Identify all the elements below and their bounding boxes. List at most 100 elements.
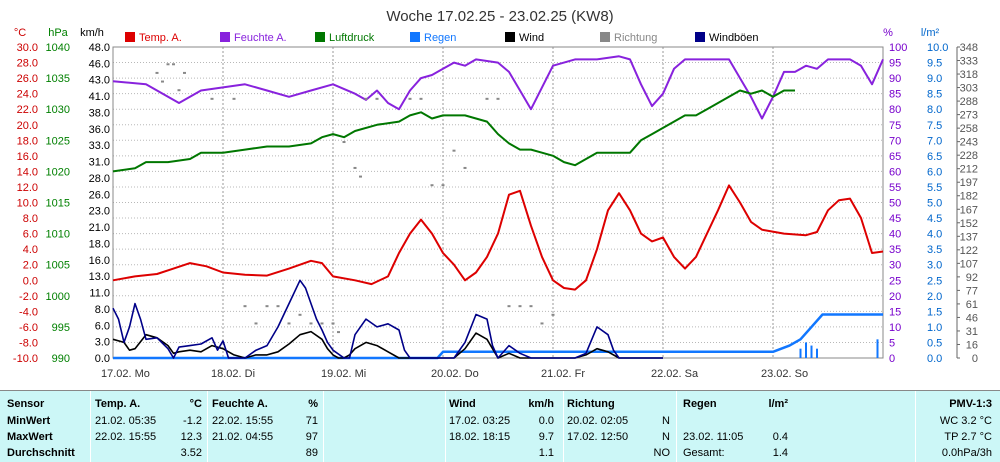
header-wind: Wind bbox=[449, 398, 476, 410]
richtung-dot bbox=[298, 313, 302, 316]
temp-tick-label: 20.0 bbox=[17, 120, 38, 132]
x-axis-labels: 17.02. Mo 18.02. Di 19.02. Mi 20.02. Do 21.0… bbox=[101, 368, 808, 380]
temp-tick-label: 28.0 bbox=[17, 58, 38, 70]
direction-tick-label: 333 bbox=[960, 56, 978, 68]
column-separator bbox=[323, 391, 324, 462]
temp-value: -1.2 bbox=[183, 415, 202, 427]
richtung-dot bbox=[342, 141, 346, 144]
wind-tick-label: 21.0 bbox=[89, 222, 110, 234]
series-layer bbox=[112, 55, 884, 360]
pressure-tick-label: 1030 bbox=[46, 104, 70, 116]
richtung-dot bbox=[183, 71, 186, 74]
pressure-tick-label: 995 bbox=[52, 322, 70, 334]
humidity-tick-label: 100 bbox=[889, 42, 907, 54]
direction-tick-label: 152 bbox=[960, 218, 978, 230]
header-rain-unit: l/m² bbox=[768, 398, 788, 410]
legend-swatch bbox=[600, 32, 610, 42]
humidity-tick-label: 25 bbox=[889, 275, 901, 287]
temp-tick-label: -10.0 bbox=[13, 353, 38, 365]
axes: -10.0 -8.0 -6.0 -4.0 -2.0 0.0 2.0 4.0 6.0 8.0 10.0… bbox=[13, 42, 978, 365]
summary-table: Sensor Temp. A. °C Feuchte A.% Wind km/h Richt… bbox=[0, 390, 1000, 462]
humidity-tick-label: 70 bbox=[889, 135, 901, 147]
temp-datetime: 22.02. 15:55 bbox=[95, 431, 157, 443]
temp-tick-label: 26.0 bbox=[17, 73, 38, 85]
pressure-tick-label: 1020 bbox=[46, 166, 70, 178]
direction-tick-label: 212 bbox=[960, 164, 978, 176]
weather-chart: Woche 17.02.25 - 23.02.25 (KW8) °C hPa km/… bbox=[13, 8, 978, 380]
pmv-value: TP 2.7 °C bbox=[944, 431, 992, 443]
wind-tick-label: 41.0 bbox=[89, 91, 110, 103]
wind-tick-label: 11.0 bbox=[89, 288, 110, 300]
pmv-value: 0.0hPa/3h bbox=[941, 447, 992, 459]
dir-value: N bbox=[662, 431, 670, 443]
richtung-dot bbox=[243, 305, 247, 308]
column-separator bbox=[90, 391, 91, 462]
direction-tick-label: 182 bbox=[960, 191, 978, 203]
rain-tick-label: 10.0 bbox=[927, 42, 948, 54]
wind-tick-label: 46.0 bbox=[89, 58, 110, 70]
richtung-dot bbox=[166, 63, 170, 66]
x-label: 23.02. So bbox=[761, 368, 808, 380]
richtung-dot bbox=[518, 305, 522, 308]
temp-tick-label: 16.0 bbox=[17, 151, 38, 163]
richtung-dot bbox=[529, 305, 533, 308]
wind-datetime: 18.02. 18:15 bbox=[449, 431, 511, 443]
direction-tick-label: 273 bbox=[960, 110, 978, 122]
wind-value: 9.7 bbox=[538, 431, 554, 443]
rain-value: 1.4 bbox=[772, 447, 788, 459]
temp-tick-label: 14.0 bbox=[17, 166, 38, 178]
rain-tick-label: 0.0 bbox=[927, 353, 942, 365]
series-windb-en bbox=[112, 279, 663, 359]
pressure-tick-label: 1035 bbox=[46, 73, 70, 85]
hum-value: 89 bbox=[305, 447, 318, 459]
wind-tick-label: 0.0 bbox=[95, 353, 110, 365]
legend-label: Wind bbox=[519, 32, 544, 44]
richtung-dot bbox=[276, 305, 280, 308]
richtung-dot bbox=[496, 97, 500, 100]
richtung-dot bbox=[232, 97, 236, 100]
legend-swatch bbox=[220, 32, 230, 42]
temp-tick-label: 22.0 bbox=[17, 104, 38, 116]
richtung-dot bbox=[172, 63, 175, 66]
x-label: 20.02. Do bbox=[431, 368, 479, 380]
humidity-tick-label: 45 bbox=[889, 213, 901, 225]
richtung-dot bbox=[364, 97, 368, 100]
temp-value: 3.52 bbox=[180, 447, 202, 459]
wind-tick-label: 23.0 bbox=[89, 206, 110, 218]
humidity-tick-label: 95 bbox=[889, 58, 901, 70]
temp-tick-label: 30.0 bbox=[17, 42, 38, 54]
column-separator bbox=[207, 391, 208, 462]
temp-tick-label: 18.0 bbox=[17, 135, 38, 147]
rain-tick-label: 9.0 bbox=[927, 73, 942, 85]
series-regen bbox=[113, 313, 883, 360]
header-dir: Richtung bbox=[567, 398, 615, 410]
row-label: MaxWert bbox=[7, 431, 53, 443]
rain-tick-label: 4.5 bbox=[927, 213, 942, 225]
rain-tick-label: 5.0 bbox=[927, 198, 942, 210]
hum-datetime: 22.02. 15:55 bbox=[212, 415, 274, 427]
richtung-dot bbox=[161, 80, 164, 83]
column-separator bbox=[915, 391, 916, 462]
temp-unit-label: °C bbox=[14, 27, 26, 39]
wind-tick-label: 31.0 bbox=[89, 157, 110, 169]
direction-tick-label: 77 bbox=[966, 285, 978, 297]
direction-tick-label: 107 bbox=[960, 258, 978, 270]
richtung-dot bbox=[485, 97, 489, 100]
rain-tick-label: 2.5 bbox=[927, 275, 942, 287]
legend-swatch bbox=[695, 32, 705, 42]
legend-label: Luftdruck bbox=[329, 32, 375, 44]
direction-tick-label: 92 bbox=[966, 272, 978, 284]
humidity-tick-label: 75 bbox=[889, 120, 901, 132]
direction-tick-label: 228 bbox=[960, 150, 978, 162]
richtung-dot bbox=[408, 97, 412, 100]
direction-tick-label: 258 bbox=[960, 123, 978, 135]
header-wind-unit: km/h bbox=[528, 398, 554, 410]
humidity-tick-label: 15 bbox=[889, 306, 901, 318]
humidity-tick-label: 50 bbox=[889, 198, 901, 210]
richtung-dot bbox=[353, 166, 357, 169]
rain-datetime: 23.02. 11:05 bbox=[683, 431, 744, 443]
rain-tick-label: 3.5 bbox=[927, 244, 942, 256]
richtung-dot bbox=[540, 322, 544, 325]
wind-datetime: 17.02. 03:25 bbox=[449, 415, 511, 427]
x-label: 17.02. Mo bbox=[101, 368, 150, 380]
